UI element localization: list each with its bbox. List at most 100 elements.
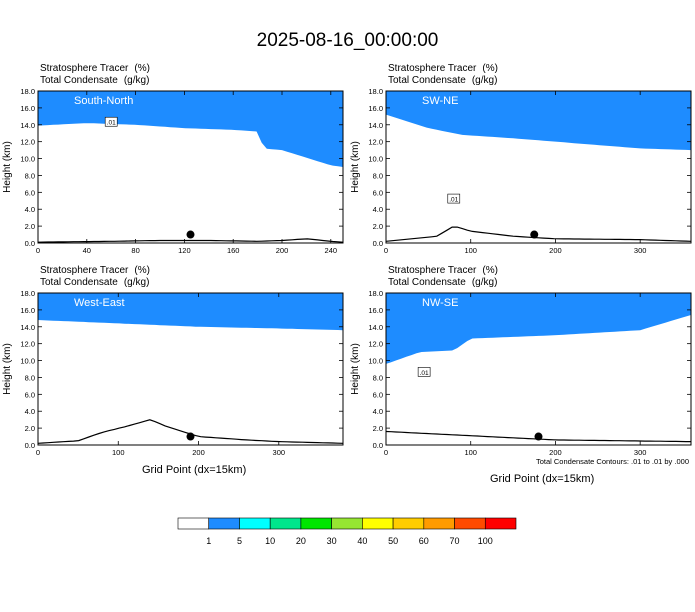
y-tick-label: 8.0 xyxy=(25,171,35,180)
plot-frame xyxy=(385,90,692,244)
colorbar-label: 70 xyxy=(450,536,460,546)
y-tick-label: 8.0 xyxy=(373,373,383,382)
plot-frame xyxy=(37,292,344,446)
y-tick-label: 16.0 xyxy=(368,306,383,315)
y-tick-label: 4.0 xyxy=(373,407,383,416)
x-tick-label: 0 xyxy=(36,448,40,457)
location-marker xyxy=(186,230,195,239)
tracer-unit: (%) xyxy=(482,63,498,74)
location-marker xyxy=(534,432,543,441)
y-tick-label: 0.0 xyxy=(373,441,383,450)
x-tick-label: 80 xyxy=(131,246,139,255)
colorbar-box xyxy=(454,517,486,530)
tracer-band-10 xyxy=(386,293,691,364)
y-tick-label: 8.0 xyxy=(373,171,383,180)
colorbar-box xyxy=(239,517,271,530)
colorbar-box xyxy=(423,517,455,530)
y-tick-label: 0.0 xyxy=(25,239,35,248)
contour-label-box xyxy=(417,367,431,377)
colorbar-label: 1 xyxy=(206,536,211,546)
y-tick-label: 12.0 xyxy=(20,138,35,147)
condensate-unit: (g/kg) xyxy=(123,75,150,86)
plot-frame xyxy=(385,292,692,446)
panel-sw-ne: SW-NE 0.0 2.0 4.0 6.0 8.0 10.0 12.0 14.0 16.0 18.0… xyxy=(350,87,692,255)
colorbar-box xyxy=(362,517,394,530)
colorbar-box xyxy=(392,517,425,530)
x-tick-label: 0 xyxy=(384,448,388,457)
x-axis-title-left: Grid Point (dx=15km) xyxy=(142,464,247,476)
y-tick-label: 2.0 xyxy=(25,222,35,231)
colorbar-label: 50 xyxy=(388,536,398,546)
x-tick-label: 0 xyxy=(384,246,388,255)
y-tick-label: 4.0 xyxy=(25,205,35,214)
x-tick-label: 40 xyxy=(83,246,91,255)
condensate-label: Total Condensate xyxy=(388,75,466,86)
panel-labels-west-east: Stratosphere Tracer (%) Total Condensate (… xyxy=(40,265,150,289)
y-tick-label: 16.0 xyxy=(368,104,383,113)
y-tick-label: 6.0 xyxy=(25,390,35,399)
y-tick-label: 18.0 xyxy=(368,289,383,298)
section-name-label: NW-SE xyxy=(422,297,458,309)
colorbar-box xyxy=(269,517,302,530)
tracer-band-10 xyxy=(386,91,691,151)
colorbar-label: 20 xyxy=(296,536,306,546)
y-axis-title: Height (km) xyxy=(350,343,361,395)
x-tick-label: 100 xyxy=(112,448,125,457)
y-tick-label: 18.0 xyxy=(20,289,35,298)
y-tick-label: 6.0 xyxy=(373,390,383,399)
colorbar-label: 100 xyxy=(478,536,493,546)
x-tick-label: 200 xyxy=(276,246,289,255)
location-marker xyxy=(530,230,539,239)
contour-label-box xyxy=(447,193,461,204)
section-name-label: South-North xyxy=(74,95,133,107)
y-tick-label: 10.0 xyxy=(20,155,35,164)
y-axis-title: Height (km) xyxy=(350,141,361,193)
tracer-label: Stratosphere Tracer xyxy=(40,63,129,74)
y-tick-label: 2.0 xyxy=(373,424,383,433)
y-tick-label: 14.0 xyxy=(20,121,35,130)
condensate-label: Total Condensate xyxy=(388,277,466,288)
x-tick-label: 120 xyxy=(178,246,191,255)
tracer-label: Stratosphere Tracer xyxy=(388,265,477,276)
y-tick-label: 18.0 xyxy=(368,87,383,96)
x-tick-label: 300 xyxy=(634,246,647,255)
y-tick-label: 14.0 xyxy=(368,323,383,332)
y-tick-label: 8.0 xyxy=(25,373,35,382)
y-tick-label: 10.0 xyxy=(368,155,383,164)
contour-label: .01 xyxy=(107,120,116,127)
contour-label-box xyxy=(104,116,118,127)
terrain-line xyxy=(38,238,343,243)
y-tick-label: 4.0 xyxy=(373,205,383,214)
contour-label: .01 xyxy=(420,370,429,377)
y-tick-label: 18.0 xyxy=(20,87,35,96)
y-tick-label: 10.0 xyxy=(20,357,35,366)
y-tick-label: 0.0 xyxy=(25,441,35,450)
y-tick-label: 6.0 xyxy=(373,188,383,197)
condensate-label: Total Condensate xyxy=(40,75,118,86)
y-tick-label: 14.0 xyxy=(20,323,35,332)
y-tick-label: 12.0 xyxy=(368,340,383,349)
y-tick-label: 10.0 xyxy=(368,357,383,366)
x-tick-label: 200 xyxy=(549,246,562,255)
plot-frame xyxy=(37,90,344,244)
colorbar-box xyxy=(484,517,517,530)
x-tick-label: 100 xyxy=(464,448,477,457)
colorbar-label: 60 xyxy=(419,536,429,546)
tracer-label: Stratosphere Tracer xyxy=(40,265,129,276)
x-tick-label: 100 xyxy=(464,246,477,255)
y-tick-label: 0.0 xyxy=(373,239,383,248)
y-tick-label: 12.0 xyxy=(20,340,35,349)
x-tick-label: 0 xyxy=(36,246,40,255)
contour-note: Total Condensate Contours: .01 to .01 by… xyxy=(535,457,689,466)
tracer-unit: (%) xyxy=(134,63,150,74)
y-tick-label: 14.0 xyxy=(368,121,383,130)
tracer-label: Stratosphere Tracer xyxy=(388,63,477,74)
contour-label: .01 xyxy=(449,197,458,204)
panel-south-north: South-North 0.0 2.0 4.0 6.0 8.0 10.0 12.0 14.0 16… xyxy=(2,87,344,255)
y-axis-title: Height (km) xyxy=(2,141,13,193)
panel-nw-se: NW-SE 0.0 2.0 4.0 6.0 8.0 10.0 12.0 14.0 16.0 18.0… xyxy=(350,289,692,457)
x-tick-label: 200 xyxy=(192,448,205,457)
panel-labels-sw-ne: Stratosphere Tracer (%) Total Condensate (… xyxy=(388,63,498,87)
y-tick-label: 16.0 xyxy=(20,306,35,315)
